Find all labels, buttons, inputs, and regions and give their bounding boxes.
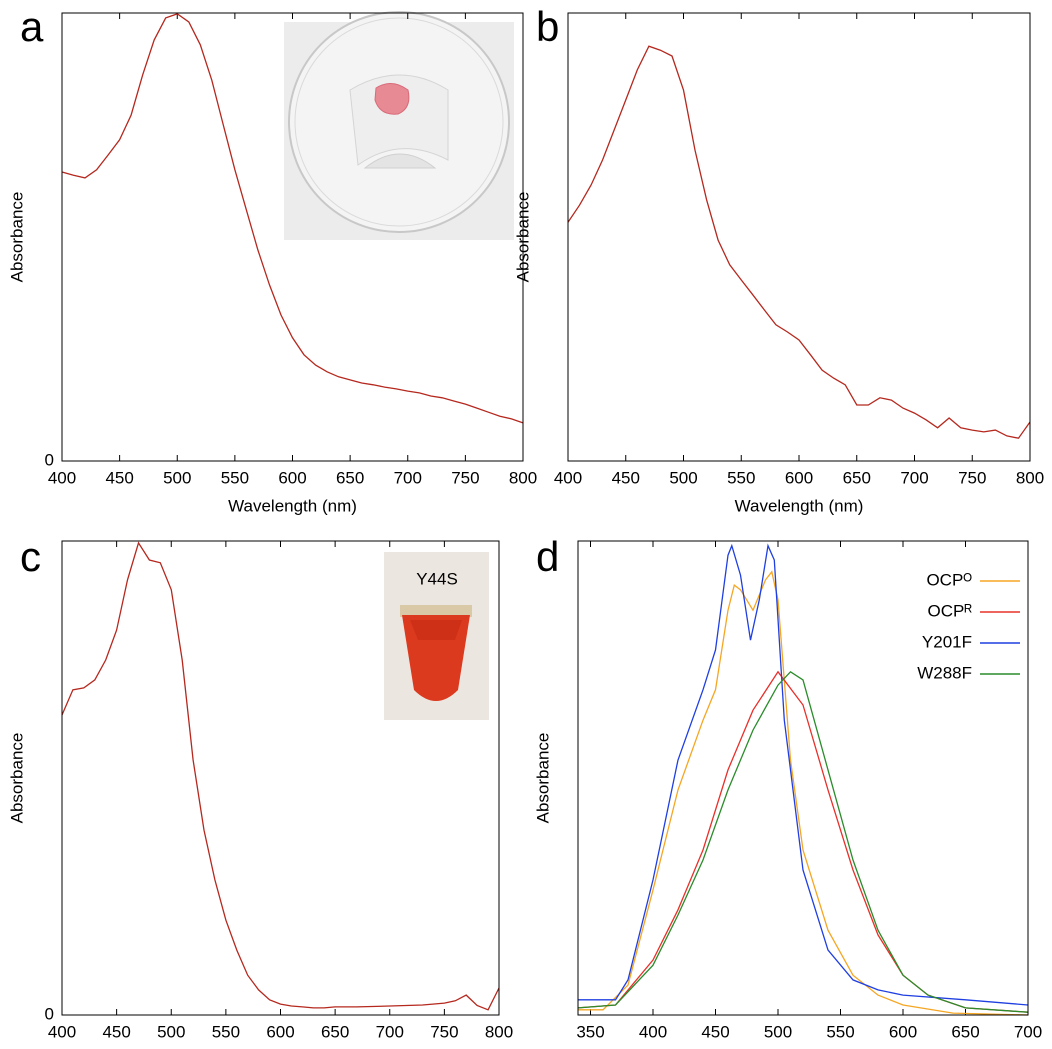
x-tick-label: 600 bbox=[785, 468, 813, 487]
x-tick-label: 650 bbox=[843, 468, 871, 487]
x-tick-label: 550 bbox=[826, 1022, 854, 1041]
x-tick-label: 700 bbox=[394, 468, 422, 487]
x-tick-label: 450 bbox=[105, 468, 133, 487]
panel-label: c bbox=[20, 533, 41, 580]
y-axis-label: Absorbance bbox=[513, 192, 532, 283]
data-line bbox=[567, 45, 1031, 439]
x-tick-label: 750 bbox=[451, 468, 479, 487]
data-line bbox=[61, 13, 524, 424]
x-tick-label: 450 bbox=[701, 1022, 729, 1041]
x-tick-label: 400 bbox=[48, 468, 76, 487]
x-tick-label: 600 bbox=[889, 1022, 917, 1041]
x-tick-label: 650 bbox=[321, 1022, 349, 1041]
x-tick-label: 750 bbox=[958, 468, 986, 487]
data-line bbox=[578, 543, 1029, 1006]
data-line bbox=[61, 541, 500, 1011]
panel: a Wavelength (nm) Absorbance 400 450 500 550 60… bbox=[7, 3, 537, 515]
y-tick-label: 0 bbox=[45, 450, 54, 469]
panel-label: b bbox=[536, 3, 559, 50]
panel-label: a bbox=[20, 3, 44, 50]
legend-label: Y201F bbox=[922, 632, 972, 651]
x-tick-label: 650 bbox=[951, 1022, 979, 1041]
inset-label: Y44S bbox=[416, 569, 458, 588]
x-tick-label: 800 bbox=[509, 468, 537, 487]
x-tick-label: 550 bbox=[221, 468, 249, 487]
panel: dWavelength (nm)Absorbance35040045050055… bbox=[533, 533, 1042, 1041]
y-axis-label: Absorbance bbox=[7, 192, 26, 283]
x-tick-label: 350 bbox=[576, 1022, 604, 1041]
x-tick-label: 500 bbox=[764, 1022, 792, 1041]
x-tick-label: 500 bbox=[157, 1022, 185, 1041]
plot-frame bbox=[567, 12, 1031, 462]
plot-frame bbox=[61, 540, 500, 1016]
inset-photo-c bbox=[384, 552, 489, 720]
x-tick-label: 700 bbox=[376, 1022, 404, 1041]
x-tick-label: 400 bbox=[554, 468, 582, 487]
x-tick-label: 650 bbox=[336, 468, 364, 487]
data-line bbox=[577, 670, 1029, 1013]
inset-photo-a bbox=[284, 11, 514, 240]
legend-label: OCPᴼ bbox=[926, 570, 972, 589]
plot-frame bbox=[577, 540, 1029, 1016]
x-tick-label: 600 bbox=[266, 1022, 294, 1041]
x-tick-label: 450 bbox=[102, 1022, 130, 1041]
x-tick-label: 700 bbox=[900, 468, 928, 487]
x-tick-label: 750 bbox=[430, 1022, 458, 1041]
x-tick-label: 550 bbox=[212, 1022, 240, 1041]
x-tick-label: 800 bbox=[485, 1022, 513, 1041]
y-axis-label: Absorbance bbox=[533, 733, 552, 824]
x-axis-label: Wavelength (nm) bbox=[735, 496, 864, 515]
x-tick-label: 700 bbox=[1014, 1022, 1042, 1041]
x-tick-label: 500 bbox=[669, 468, 697, 487]
y-axis-label: Absorbance bbox=[7, 733, 26, 824]
legend-label: W288F bbox=[917, 663, 972, 682]
data-line bbox=[577, 670, 1029, 1013]
panel: b Wavelength (nm) Absorbance 400 450 500 550 60… bbox=[513, 3, 1044, 515]
x-tick-label: 550 bbox=[727, 468, 755, 487]
x-tick-label: 500 bbox=[163, 468, 191, 487]
x-tick-label: 450 bbox=[612, 468, 640, 487]
panel-label: d bbox=[536, 533, 559, 580]
panel: cWavelength (nm)Absorbance40045050055060… bbox=[7, 533, 513, 1041]
x-axis-label: Wavelength (nm) bbox=[228, 496, 357, 515]
legend-label: OCPᴿ bbox=[927, 601, 972, 620]
x-tick-label: 800 bbox=[1016, 468, 1044, 487]
y-tick-label: 0 bbox=[45, 1004, 54, 1023]
plot-frame bbox=[61, 12, 524, 462]
x-tick-label: 400 bbox=[639, 1022, 667, 1041]
x-tick-label: 400 bbox=[48, 1022, 76, 1041]
x-tick-label: 600 bbox=[278, 468, 306, 487]
